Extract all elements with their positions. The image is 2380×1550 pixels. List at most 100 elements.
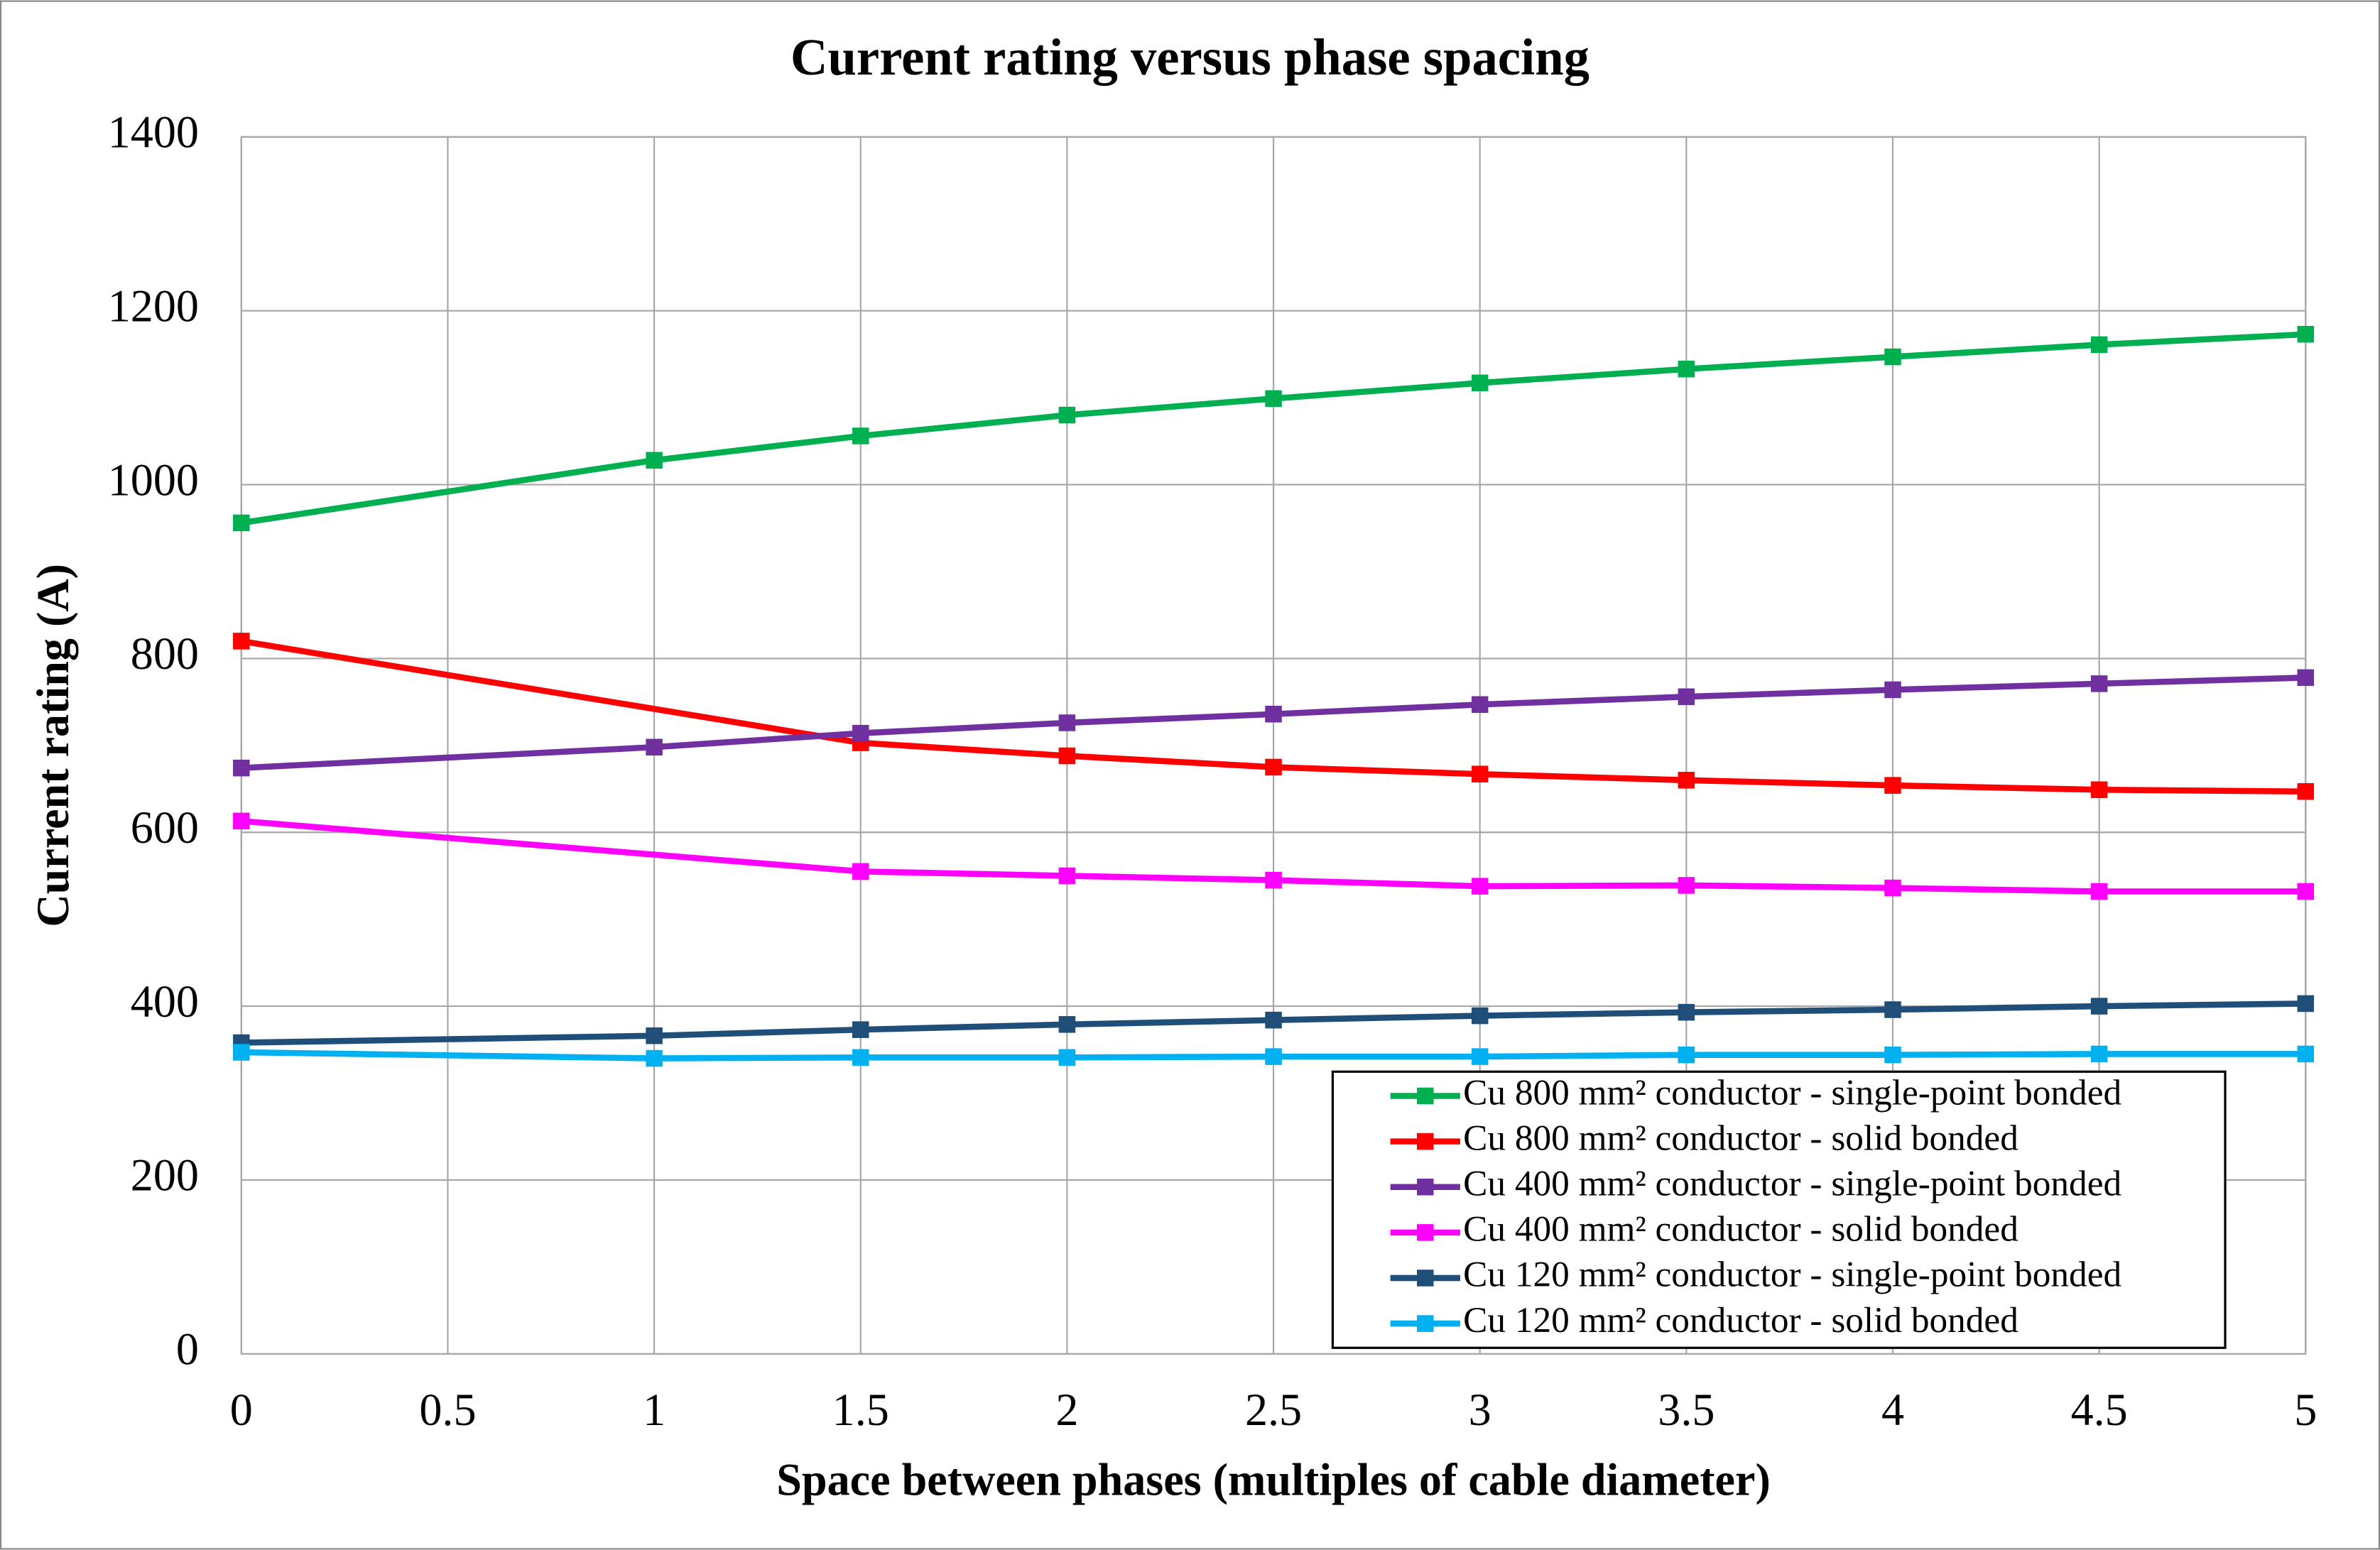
y-tick-label: 600: [131, 802, 199, 853]
legend-label: Cu 120 mm² conductor - single-point bond…: [1463, 1255, 2121, 1295]
marker: [646, 1049, 663, 1067]
x-tick-label: 5: [2294, 1385, 2317, 1435]
marker: [1058, 1016, 1076, 1033]
marker: [2297, 782, 2315, 800]
marker: [1265, 1048, 1282, 1065]
marker: [1678, 360, 1695, 378]
marker: [2090, 336, 2108, 354]
series-line: [241, 1049, 2306, 1061]
legend-marker: [1416, 1224, 1434, 1241]
marker: [1884, 348, 1901, 366]
legend-marker: [1416, 1133, 1434, 1150]
marker: [2297, 669, 2315, 687]
marker: [2090, 675, 2108, 692]
marker: [1058, 406, 1076, 424]
x-tick-label: 4.5: [2071, 1385, 2128, 1435]
x-tick-label: 1: [643, 1385, 665, 1435]
marker: [2090, 781, 2108, 799]
marker: [646, 452, 663, 469]
plot-border: [240, 136, 2307, 1355]
series-line: [241, 675, 2306, 771]
chart-title: Current rating versus phase spacing: [790, 28, 1590, 86]
marker: [1471, 374, 1489, 392]
marker: [1884, 1046, 1901, 1064]
marker: [1265, 758, 1282, 776]
y-tick-label: 1400: [108, 107, 199, 158]
marker: [1471, 765, 1489, 782]
marker: [1471, 696, 1489, 714]
marker: [852, 724, 869, 742]
marker: [1678, 688, 1695, 706]
marker: [646, 1027, 663, 1044]
marker: [1884, 879, 1901, 897]
legend-marker: [1416, 1315, 1434, 1332]
marker: [1471, 878, 1489, 895]
y-tick-label: 1000: [108, 454, 199, 505]
x-tick-label: 0.5: [419, 1385, 476, 1435]
marker: [2297, 883, 2315, 900]
marker: [2090, 883, 2108, 900]
marker: [1678, 877, 1695, 894]
marker: [1265, 871, 1282, 889]
marker: [233, 759, 250, 777]
marker: [1058, 1049, 1076, 1066]
legend-label: Cu 800 mm² conductor - single-point bond…: [1463, 1072, 2121, 1113]
x-tick-label: 2: [1055, 1385, 1078, 1435]
legend-label: Cu 400 mm² conductor - single-point bond…: [1463, 1163, 2121, 1204]
marker: [2090, 998, 2108, 1015]
marker: [1058, 747, 1076, 765]
legend-label: Cu 400 mm² conductor - solid bonded: [1463, 1209, 2018, 1250]
marker: [852, 1021, 869, 1038]
x-tick-label: 2.5: [1245, 1385, 1302, 1435]
x-tick-label: 3.5: [1658, 1385, 1715, 1435]
legend-marker: [1416, 1178, 1434, 1196]
y-tick-label: 1200: [108, 280, 199, 331]
marker: [852, 1049, 869, 1066]
marker: [646, 738, 663, 756]
marker: [1678, 1046, 1695, 1064]
marker: [1678, 772, 1695, 789]
legend-label: Cu 120 mm² conductor - solid bonded: [1463, 1300, 2018, 1341]
marker: [852, 863, 869, 880]
x-tick-label: 3: [1469, 1385, 1491, 1435]
marker: [233, 1044, 250, 1061]
marker: [233, 812, 250, 830]
marker: [233, 633, 250, 650]
marker: [1884, 777, 1901, 794]
marker: [1058, 714, 1076, 731]
legend-marker: [1416, 1270, 1434, 1287]
marker: [1678, 1003, 1695, 1021]
marker: [1884, 1001, 1901, 1018]
marker: [852, 427, 869, 444]
series-line: [241, 331, 2306, 526]
marker: [2297, 1045, 2315, 1063]
legend-marker: [1416, 1087, 1434, 1105]
legend-label: Cu 800 mm² conductor - solid bonded: [1463, 1118, 2018, 1158]
y-tick-label: 400: [131, 976, 199, 1027]
x-axis-label: Space between phases (multiples of cable…: [776, 1454, 1771, 1505]
marker: [2297, 325, 2315, 343]
marker: [2090, 1045, 2108, 1063]
marker: [2297, 995, 2315, 1013]
legend-box: [1331, 1070, 2227, 1349]
grid: 0 200 400 600 800 1000 1200 1400 0 0.5 1 1.5 2 2.5 3 3.…: [108, 107, 2317, 1435]
y-tick-label: 0: [176, 1324, 199, 1375]
x-tick-label: 0: [230, 1385, 253, 1435]
x-tick-label: 4: [1881, 1385, 1904, 1435]
series-line: [241, 1000, 2306, 1046]
x-tick-label: 1.5: [832, 1385, 889, 1435]
marker: [1265, 390, 1282, 408]
marker: [1471, 1048, 1489, 1065]
y-tick-label: 800: [131, 628, 199, 679]
marker: [1471, 1007, 1489, 1025]
marker: [233, 514, 250, 532]
marker: [1265, 705, 1282, 723]
marker: [1058, 867, 1076, 885]
marker: [1884, 681, 1901, 699]
y-axis-label: Current rating (A): [28, 564, 78, 927]
plot: [233, 325, 2315, 1067]
legend: Cu 800 mm² conductor - single-point bond…: [1331, 1070, 2227, 1349]
y-tick-label: 200: [131, 1150, 199, 1201]
marker: [1265, 1011, 1282, 1029]
